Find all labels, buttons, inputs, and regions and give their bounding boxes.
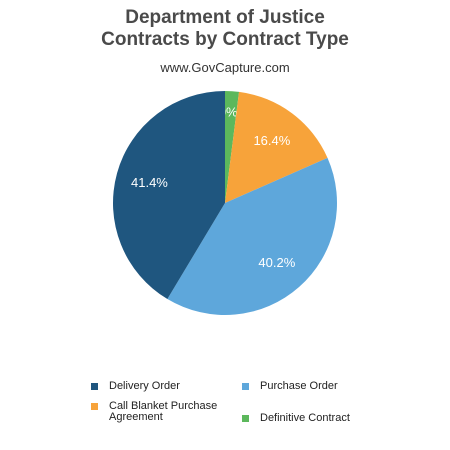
chart-title-line-1: Department of Justice (125, 7, 325, 28)
pie-data-label: 41.4% (131, 175, 168, 190)
chart-title: Department of Justice Contracts by Contr… (0, 7, 450, 51)
pie-slice-definitive-contract (225, 91, 240, 203)
pie-slice-call-blanket-purchase-agreement (225, 91, 328, 203)
legend-label: Definitive Contract (260, 412, 350, 424)
pie-slice-delivery-order (112, 91, 225, 300)
legend-swatch (91, 383, 98, 390)
legend-swatch (91, 403, 98, 410)
pie-slice-purchase-order (167, 157, 338, 316)
legend-label: Delivery Order (109, 380, 180, 392)
pie-data-label: 40.2% (258, 255, 295, 270)
legend-label: Purchase Order (260, 380, 338, 392)
legend-label: Call Blanket Purchase Agreement (109, 400, 218, 423)
chart-subtitle: www.GovCapture.com (160, 60, 290, 75)
legend-swatch (242, 383, 249, 390)
chart-title-line-2: Contracts by Contract Type (101, 29, 349, 50)
legend-swatch (242, 415, 249, 422)
pie-data-label: 16.4% (253, 133, 290, 148)
